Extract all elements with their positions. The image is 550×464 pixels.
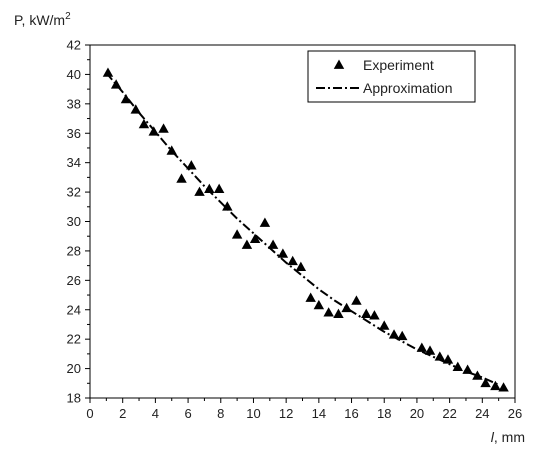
- x-tick-label: 6: [184, 406, 191, 421]
- experiment-point: [249, 233, 261, 243]
- y-tick-label: 26: [67, 273, 81, 288]
- experiment-point: [267, 239, 279, 249]
- experiment-point: [176, 173, 187, 183]
- experiment-point: [379, 320, 390, 330]
- approximation-line: [105, 72, 500, 386]
- experiment-point: [396, 330, 408, 341]
- experiment-point: [323, 307, 334, 317]
- experiment-point: [130, 104, 141, 114]
- experiment-point: [259, 217, 271, 227]
- x-tick-label: 0: [86, 406, 93, 421]
- y-tick-label: 38: [67, 96, 81, 111]
- experiment-point: [241, 239, 253, 249]
- x-tick-label: 20: [410, 406, 424, 421]
- x-tick-label: 22: [442, 406, 456, 421]
- experiment-point: [442, 354, 454, 364]
- experiment-point: [148, 126, 159, 136]
- experiment-point: [110, 79, 122, 89]
- experiment-point: [277, 248, 289, 258]
- experiment-point: [194, 186, 205, 196]
- x-axis-title-unit: , mm: [494, 429, 525, 445]
- experiment-point: [434, 351, 446, 361]
- y-tick-label: 36: [67, 126, 81, 141]
- experiment-point: [186, 160, 197, 170]
- experiment-point: [287, 255, 298, 266]
- experiment-point: [462, 364, 473, 374]
- experiment-point: [351, 295, 362, 305]
- experiment-point: [158, 123, 169, 133]
- experiment-point: [204, 183, 215, 193]
- legend-box: [307, 50, 476, 103]
- experiment-series: [102, 67, 509, 392]
- experiment-point: [341, 302, 352, 313]
- y-tick-label: 20: [67, 361, 81, 376]
- experiment-point: [424, 345, 436, 355]
- x-tick-label: 26: [508, 406, 522, 421]
- y-tick-label: 18: [67, 391, 81, 406]
- y-axis: 18 20 22 24 26 28 30 32 34 36 38 40 42: [67, 38, 90, 406]
- experiment-point: [490, 380, 501, 391]
- y-axis-title-text: P, kW/m: [14, 12, 65, 28]
- experiment-point: [120, 93, 132, 104]
- y-tick-label: 22: [67, 332, 81, 347]
- experiment-point: [222, 201, 233, 211]
- legend-label-approximation: Approximation: [363, 80, 453, 96]
- experiment-point: [472, 370, 483, 380]
- x-tick-label: 2: [119, 406, 126, 421]
- experiment-point: [333, 308, 344, 319]
- experiment-point: [102, 67, 114, 77]
- x-tick-label: 18: [377, 406, 391, 421]
- experiment-point: [498, 382, 509, 392]
- experiment-point: [231, 229, 243, 239]
- experiment-point: [369, 310, 380, 320]
- experiment-point: [416, 342, 428, 352]
- experiment-point: [388, 329, 400, 339]
- x-tick-label: 16: [344, 406, 358, 421]
- y-axis-title: P, kW/m2: [14, 11, 71, 28]
- x-tick-label: 4: [152, 406, 159, 421]
- x-tick-label: 8: [217, 406, 224, 421]
- y-tick-label: 28: [67, 243, 81, 258]
- approximation-series: [105, 72, 500, 386]
- x-tick-label: 14: [312, 406, 326, 421]
- x-axis: 0 2 4 6 8 10 12 14 16 18 20 22 24 26: [86, 398, 522, 421]
- y-tick-label: 32: [67, 185, 81, 200]
- x-tick-label: 24: [475, 406, 489, 421]
- x-axis-title: l, mm: [491, 429, 525, 445]
- legend: Experiment Approximation: [307, 50, 476, 103]
- x-tick-label: 10: [246, 406, 260, 421]
- y-tick-label: 40: [67, 67, 81, 82]
- y-tick-label: 30: [67, 214, 81, 229]
- y-tick-label: 24: [67, 302, 81, 317]
- experiment-point: [295, 261, 307, 271]
- legend-label-experiment: Experiment: [363, 57, 434, 73]
- experiment-point: [313, 299, 325, 310]
- x-axis-title-variable: l: [491, 429, 495, 445]
- experiment-point: [452, 361, 464, 371]
- experiment-point: [138, 118, 150, 129]
- x-tick-label: 12: [279, 406, 293, 421]
- legend-marker-experiment: [333, 59, 345, 69]
- experiment-point: [213, 183, 225, 193]
- experiment-point: [305, 292, 316, 302]
- experiment-point: [361, 308, 372, 319]
- experiment-point: [166, 145, 177, 155]
- experiment-point: [480, 377, 491, 388]
- y-axis-title-superscript: 2: [65, 11, 71, 22]
- y-tick-label: 34: [67, 155, 81, 170]
- y-tick-label: 42: [67, 38, 81, 53]
